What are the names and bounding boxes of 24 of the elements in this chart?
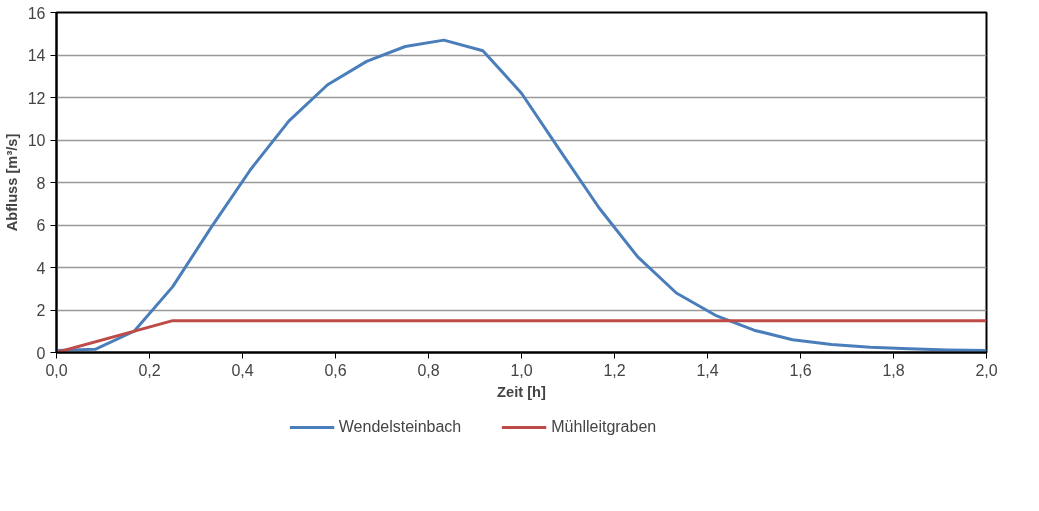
x-tick-label: 1,2 — [603, 361, 626, 379]
x-tick-label: 1,8 — [882, 361, 905, 379]
x-axis-title: Zeit [h] — [497, 383, 547, 400]
y-tick-label: 4 — [36, 259, 46, 277]
x-tick-label: 0,8 — [417, 361, 440, 379]
y-tick-label: 6 — [36, 217, 46, 234]
x-tick-label: 1,0 — [510, 361, 533, 379]
y-tick-label: 12 — [27, 89, 46, 107]
x-tick-label: 1,6 — [789, 361, 812, 379]
y-tick-label: 8 — [36, 174, 46, 192]
y-tick-label: 16 — [27, 4, 46, 22]
x-tick-label: 0,2 — [138, 361, 161, 379]
legend-label: Mühlleitgraben — [551, 418, 657, 436]
legend-label: Wendelsteinbach — [338, 418, 462, 436]
x-tick-label: 2,0 — [975, 361, 998, 379]
y-tick-label: 0 — [36, 344, 46, 362]
x-tick-label: 0,4 — [231, 361, 254, 379]
y-tick-label: 14 — [27, 47, 46, 64]
x-tick-label: 0,6 — [324, 361, 347, 379]
y-axis-title: Abfluss [m³/s] — [3, 133, 20, 232]
x-tick-label: 0,0 — [45, 361, 68, 379]
x-tick-label: 1,4 — [696, 361, 719, 379]
y-tick-label: 2 — [36, 302, 46, 319]
y-tick-label: 10 — [27, 132, 46, 149]
